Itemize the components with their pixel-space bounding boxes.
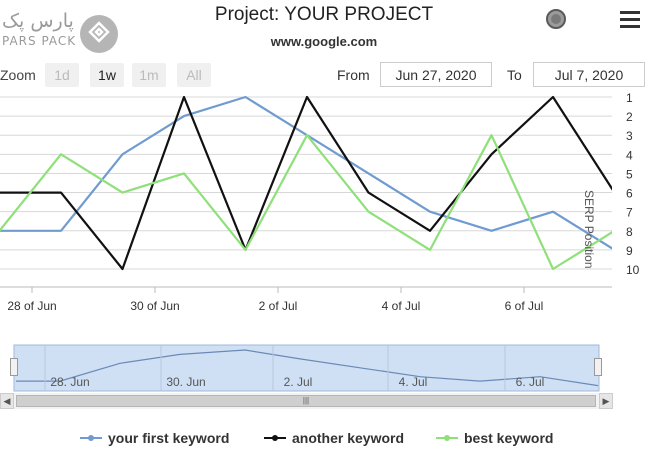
legend-label-series-2: another keyword xyxy=(292,430,405,446)
y-tick-label: 3 xyxy=(626,129,633,143)
zoom-1m-button[interactable]: 1m xyxy=(132,63,166,87)
legend-dot-series-1 xyxy=(88,435,94,441)
navigator-tick-label: 4. Jul xyxy=(399,375,428,389)
from-label: From xyxy=(337,67,370,83)
zoom-all-button[interactable]: All xyxy=(177,63,211,87)
series-line-2 xyxy=(0,95,612,271)
series-line-3 xyxy=(0,134,612,271)
navigator-selection xyxy=(13,344,600,392)
brand-logo: پارس پک PARS PACK xyxy=(0,6,120,53)
page-title: Project: YOUR PROJECT xyxy=(214,4,434,25)
navigator-tick-label: 28. Jun xyxy=(50,375,89,389)
navigator-tick-label: 6. Jul xyxy=(516,375,545,389)
from-date-input[interactable]: Jun 27, 2020 xyxy=(380,62,492,87)
x-tick-label: 2 of Jul xyxy=(259,299,298,313)
scroll-right-arrow-icon[interactable]: ▶ xyxy=(599,393,613,409)
to-date-input[interactable]: Jul 7, 2020 xyxy=(533,62,645,87)
record-icon[interactable] xyxy=(546,9,566,29)
logo-text-fa: پارس پک xyxy=(2,10,74,32)
to-label: To xyxy=(507,67,522,83)
legend-dot-series-3 xyxy=(444,435,450,441)
chart-legend: your first keyword another keyword best … xyxy=(0,428,648,448)
navigator-tick-label: 30. Jun xyxy=(166,375,205,389)
y-tick-label: 4 xyxy=(626,148,633,162)
zoom-1d-button[interactable]: 1d xyxy=(45,63,79,87)
y-tick-label: 10 xyxy=(626,263,640,277)
y-tick-label: 1 xyxy=(626,91,633,105)
page-subtitle: www.google.com xyxy=(270,34,378,49)
navigator-series-line xyxy=(16,349,599,387)
logo-text-en: PARS PACK xyxy=(2,34,77,48)
legend-item-series-2[interactable]: another keyword xyxy=(264,428,424,448)
logo-mark-icon xyxy=(80,15,118,53)
legend-dot-series-2 xyxy=(272,435,278,441)
hamburger-menu-icon[interactable] xyxy=(620,11,640,29)
zoom-1w-button[interactable]: 1w xyxy=(90,63,124,87)
y-tick-label: 9 xyxy=(626,244,633,258)
navigator-right-handle[interactable] xyxy=(594,358,602,376)
y-tick-label: 8 xyxy=(626,225,633,239)
legend-label-series-1: your first keyword xyxy=(108,430,230,446)
y-tick-label: 2 xyxy=(626,110,633,124)
series-line-1 xyxy=(0,95,612,250)
navigator-left-handle[interactable] xyxy=(10,358,18,376)
zoom-label: Zoom xyxy=(0,67,36,83)
x-tick-label: 4 of Jul xyxy=(382,299,421,313)
legend-item-series-1[interactable]: your first keyword xyxy=(80,428,250,448)
scrollbar-thumb[interactable]: ||| xyxy=(16,395,596,407)
legend-item-series-3[interactable]: best keyword xyxy=(436,428,576,448)
y-tick-label: 5 xyxy=(626,167,633,181)
x-tick-label: 6 of Jul xyxy=(505,299,544,313)
legend-label-series-3: best keyword xyxy=(464,430,554,446)
x-tick-label: 30 of Jun xyxy=(130,299,179,313)
y-tick-label: 7 xyxy=(626,206,633,220)
y-axis-title: SERP Position xyxy=(582,190,596,269)
scroll-left-arrow-icon[interactable]: ◀ xyxy=(0,393,14,409)
y-tick-label: 6 xyxy=(626,187,633,201)
x-tick-label: 28 of Jun xyxy=(7,299,56,313)
navigator-tick-label: 2. Jul xyxy=(284,375,313,389)
